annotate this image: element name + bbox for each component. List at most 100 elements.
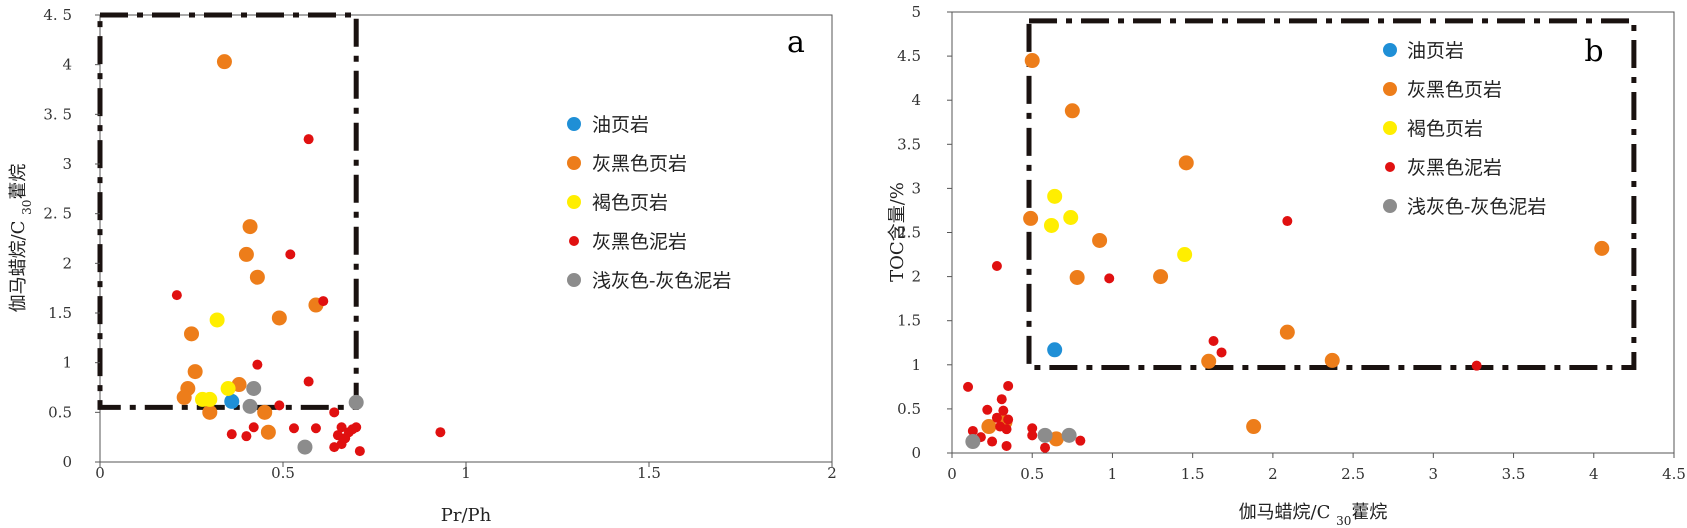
panel-b-y-tick-label: 4.5 [897, 47, 921, 65]
panel-b-y-tick-label: 4 [911, 91, 921, 109]
panel-a-letter: a [787, 25, 805, 60]
panel-b-legend-marker [1383, 121, 1397, 135]
panel-a-legend-item: 褐色页岩 [567, 192, 668, 214]
panel-b-point-灰黑色泥岩 [1027, 430, 1038, 441]
panel-a-point-灰黑色泥岩 [241, 431, 252, 442]
panel-a-legend-label: 褐色页岩 [592, 192, 668, 214]
panel-b-point-灰黑色泥岩 [991, 412, 1002, 423]
panel-a-point-褐色页岩 [202, 391, 218, 407]
panel-a-point-灰黑色泥岩 [303, 134, 314, 145]
panel-a-point-灰黑色泥岩 [171, 290, 182, 301]
panel-a-x-axis-title: Pr/Ph [441, 505, 492, 526]
panel-b-point-灰黑色泥岩 [1282, 216, 1293, 227]
panel-a-point-灰黑色泥岩 [329, 407, 340, 418]
panel-b-x-tick-label: 0 [947, 465, 957, 483]
panel-a-y-tick-label: 3. 5 [43, 105, 72, 123]
panel-b-x-tick-label: 3 [1429, 465, 1439, 483]
panel-a-y-axis-title-text: 伽马蜡烷/C [8, 221, 29, 313]
panel-a-point-灰黑色页岩 [176, 389, 192, 405]
panel-a-legend-item: 浅灰色-灰色泥岩 [567, 270, 731, 292]
panel-b-plot-frame [951, 11, 1675, 454]
axis-title-tail: 藿烷 [8, 164, 29, 200]
panel-b-point-灰黑色泥岩 [1040, 442, 1051, 453]
panel-b-point-灰黑色页岩 [1246, 419, 1262, 435]
panel-a-point-灰黑色泥岩 [351, 422, 362, 433]
panel-a-legend-item: 灰黑色泥岩 [569, 231, 687, 253]
panel-b-point-油页岩 [1047, 342, 1063, 358]
panel-a-y-tick-label: 0.5 [48, 403, 72, 421]
panel-b-x-tick-label: 2.5 [1341, 465, 1365, 483]
panel-a-y-tick-label: 4 [62, 56, 72, 74]
panel-a-annotation-box [97, 12, 359, 410]
panel-a-legend-label: 灰黑色泥岩 [592, 231, 687, 253]
panel-b-point-灰黑色泥岩 [1027, 423, 1038, 434]
subscript-30: 30 [20, 200, 34, 215]
panel-b-legend-marker [1383, 43, 1397, 57]
panel-b-point-灰黑色页岩 [981, 419, 997, 435]
panel-a-point-灰黑色泥岩 [303, 376, 314, 387]
panel-b-x-tick-label: 2 [1268, 465, 1278, 483]
panel-a-legend-label: 油页岩 [592, 114, 649, 136]
panel-a-point-灰黑色页岩 [216, 54, 232, 70]
panel-a-point-灰黑色页岩 [249, 269, 265, 285]
panel-b-point-灰黑色页岩 [1064, 103, 1080, 119]
panel-a-point-浅灰色-灰色泥岩 [297, 439, 313, 455]
panel-a-point-浅灰色-灰色泥岩 [348, 394, 364, 410]
panel-a-y-tick-label: 2 [62, 254, 72, 272]
panel-b-point-灰黑色泥岩 [987, 436, 998, 447]
panel-b-x-tick-label: 3.5 [1502, 465, 1526, 483]
panel-a-point-灰黑色页岩 [271, 310, 287, 326]
panel-a-point-灰黑色泥岩 [274, 400, 285, 411]
panel-a-legend-label: 灰黑色页岩 [592, 153, 687, 175]
panel-b-points [963, 53, 1610, 453]
panel-b-letter: b [1584, 34, 1603, 69]
panel-a-point-灰黑色页岩 [257, 404, 273, 420]
panel-a-point-油页岩 [224, 393, 240, 409]
panel-a-point-灰黑色页岩 [242, 219, 258, 235]
panel-b-point-灰黑色页岩 [1279, 324, 1295, 340]
panel-b-legend-marker [1383, 199, 1397, 213]
panel-a-legend-marker [567, 156, 581, 170]
panel-b-x-tick-label: 4 [1589, 465, 1599, 483]
panel-b-point-灰黑色泥岩 [1003, 380, 1014, 391]
panel-a-legend-marker [567, 117, 581, 131]
panel-a-point-浅灰色-灰色泥岩 [246, 380, 262, 396]
panel-b-legend-label: 灰黑色泥岩 [1407, 157, 1502, 179]
panel-b-point-灰黑色泥岩 [1208, 335, 1219, 346]
panel-a-point-灰黑色泥岩 [226, 429, 237, 440]
panel-b-point-灰黑色泥岩 [967, 425, 978, 436]
panel-b-point-灰黑色页岩 [1201, 353, 1217, 369]
panel-b-point-灰黑色泥岩 [1471, 360, 1482, 371]
panel-b-x-tick-label: 4.5 [1662, 465, 1686, 483]
panel-a-legend-item: 油页岩 [567, 114, 649, 136]
panel-a-x-tick-label: 0 [95, 464, 105, 482]
panel-a-point-灰黑色泥岩 [248, 422, 259, 433]
panel-b-y-tick-label: 5 [911, 3, 921, 21]
panel-b-legend: 油页岩 灰黑色页岩 褐色页岩 灰黑色泥岩 浅灰色-灰色泥岩 [1383, 40, 1546, 218]
panel-b-y-tick-label: 0 [911, 444, 921, 462]
panel-b-point-灰黑色泥岩 [963, 381, 974, 392]
panel-b-legend-item: 褐色页岩 [1383, 118, 1483, 140]
panel-b-point-灰黑色泥岩 [996, 394, 1007, 405]
panel-b-legend-marker [1383, 82, 1397, 96]
panel-a-point-灰黑色泥岩 [329, 442, 340, 453]
panel-b-point-灰黑色页岩 [1069, 269, 1085, 285]
panel-a-y-tick-label: 3 [62, 155, 72, 173]
panel-b-point-灰黑色页岩 [1594, 240, 1610, 256]
panel-b-legend-label: 褐色页岩 [1407, 118, 1483, 140]
panel-a-legend-marker [569, 236, 579, 246]
panel-b: 0 0.5 1 1.5 2 2.5 3 3.5 4 4.5 0 0.5 1 1.5 2 2.5 3 3.5 4 4.5… [887, 3, 1686, 528]
panel-b-legend-label: 浅灰色-灰色泥岩 [1407, 196, 1546, 218]
panel-b-ticks: 0 0.5 1 1.5 2 2.5 3 3.5 4 4.5 0 0.5 1 1.5 2 2.5 3 3.5 4 4.5… [897, 3, 1686, 483]
panel-b-annotation-box [1026, 18, 1637, 370]
panel-a-point-灰黑色泥岩 [252, 359, 263, 370]
panel-a-point-灰黑色泥岩 [310, 423, 321, 434]
panel-a-point-灰黑色泥岩 [340, 433, 351, 444]
panel-b-legend-label: 灰黑色页岩 [1407, 79, 1502, 101]
panel-a-legend-marker [567, 195, 581, 209]
panel-a-legend-label: 浅灰色-灰色泥岩 [592, 270, 731, 292]
panel-a-x-tick-label: 1.5 [637, 464, 661, 482]
panel-a-legend-marker [567, 273, 581, 287]
panel-a-point-灰黑色泥岩 [354, 446, 365, 457]
